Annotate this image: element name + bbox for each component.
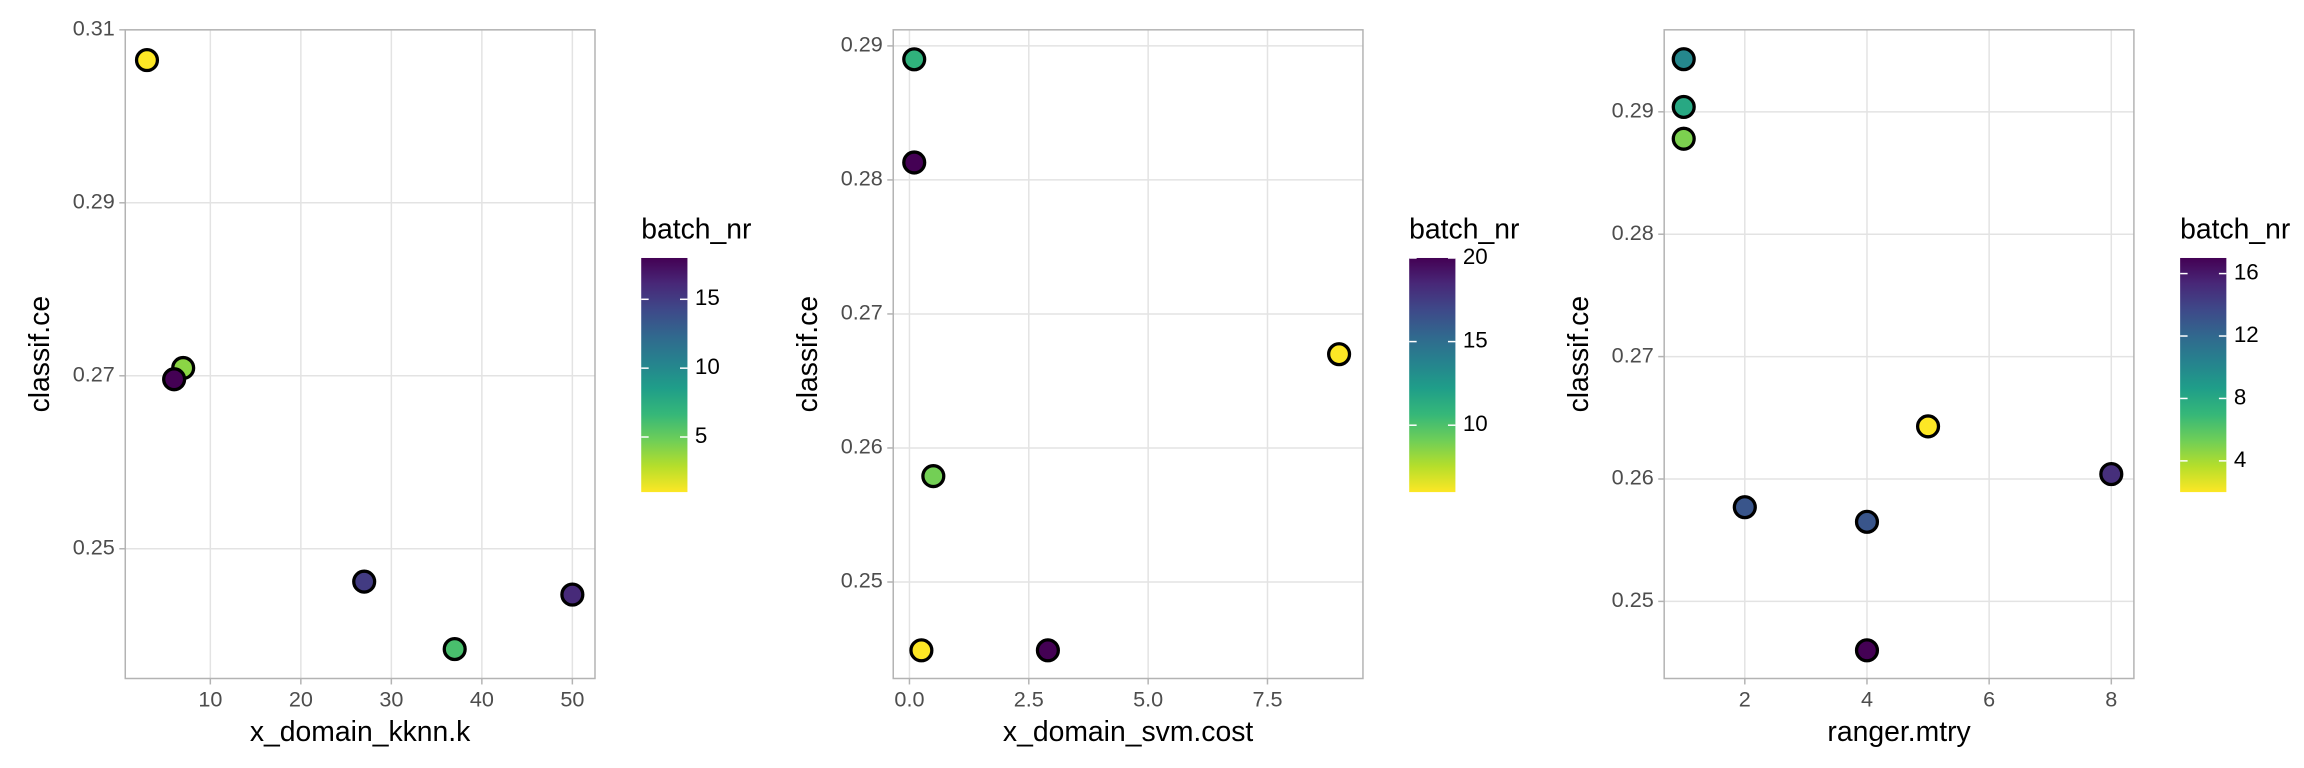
x-tick-label: 0.0 bbox=[894, 687, 924, 712]
colorbar bbox=[1409, 257, 1456, 493]
x-tick-label: 6 bbox=[1983, 687, 1995, 712]
colorbar-tick-label: 16 bbox=[2234, 259, 2259, 284]
colorbar-title: batch_nr bbox=[1409, 214, 1519, 246]
point bbox=[134, 48, 160, 73]
point bbox=[1671, 126, 1696, 151]
x-tick-label: 40 bbox=[470, 687, 494, 712]
y-tick-label: 0.26 bbox=[841, 434, 883, 459]
plot-border bbox=[892, 29, 1364, 680]
y-axis-title: classif.ce bbox=[1563, 296, 1595, 413]
x-tick-label: 4 bbox=[1861, 687, 1873, 712]
point bbox=[560, 582, 585, 607]
y-axis-title: classif.ce bbox=[24, 296, 56, 413]
point bbox=[1671, 94, 1696, 120]
colorbar-tick-label: 10 bbox=[695, 354, 720, 379]
point bbox=[1732, 495, 1757, 520]
colorbar-title: batch_nr bbox=[641, 214, 751, 246]
y-tick-label: 0.27 bbox=[1612, 342, 1654, 367]
point bbox=[902, 150, 927, 175]
x-tick-label: 50 bbox=[560, 687, 584, 712]
point bbox=[1854, 638, 1880, 663]
colorbar-tick-label: 15 bbox=[695, 285, 720, 310]
y-tick-label: 0.26 bbox=[1612, 465, 1654, 490]
point bbox=[921, 464, 946, 489]
point bbox=[1035, 638, 1060, 663]
y-tick-label: 0.25 bbox=[1612, 587, 1654, 612]
y-tick-label: 0.28 bbox=[841, 166, 883, 191]
point bbox=[902, 47, 927, 72]
colorbar-title: batch_nr bbox=[2180, 214, 2290, 246]
colorbar-tick-label: 20 bbox=[1463, 244, 1488, 269]
x-tick-label: 5.0 bbox=[1133, 687, 1163, 712]
colorbar-tick-label: 10 bbox=[1463, 411, 1488, 436]
point bbox=[352, 569, 377, 594]
y-tick-label: 0.28 bbox=[1612, 220, 1654, 245]
x-tick-label: 30 bbox=[379, 687, 403, 712]
point bbox=[1327, 342, 1352, 367]
panels: 10 20 30 40 50 0.25 0.27 0.29 0.31 x_domain_kknn.… bbox=[24, 16, 2290, 749]
colorbar-tick-label: 4 bbox=[2234, 447, 2246, 472]
colorbar-tick-label: 8 bbox=[2234, 384, 2246, 409]
panel: 0.0 2.5 5.0 7.5 0.25 0.26 0.27 0.28 0.29 x_domain… bbox=[792, 29, 1519, 748]
x-tick-label: 2.5 bbox=[1014, 687, 1044, 712]
x-axis-title: x_domain_kknn.k bbox=[250, 716, 471, 748]
y-tick-label: 0.27 bbox=[73, 362, 115, 387]
y-tick-label: 0.27 bbox=[841, 300, 883, 325]
x-tick-label: 8 bbox=[2105, 687, 2117, 712]
colorbar bbox=[2180, 257, 2227, 493]
colorbar-tick-label: 5 bbox=[695, 423, 707, 448]
y-tick-label: 0.25 bbox=[841, 568, 883, 593]
point bbox=[2099, 462, 2124, 487]
x-tick-label: 20 bbox=[289, 687, 313, 712]
y-tick-label: 0.31 bbox=[73, 16, 115, 41]
y-tick-label: 0.29 bbox=[73, 189, 115, 214]
point bbox=[162, 367, 187, 392]
point bbox=[1854, 509, 1880, 534]
plot-border bbox=[1663, 29, 2135, 680]
colorbar-tick-label: 15 bbox=[1463, 327, 1488, 352]
x-axis-title: x_domain_svm.cost bbox=[1003, 716, 1253, 748]
x-tick-label: 7.5 bbox=[1252, 687, 1282, 712]
colorbar bbox=[641, 257, 688, 493]
point bbox=[1671, 47, 1696, 72]
plot-background bbox=[893, 29, 1363, 679]
plot-border bbox=[124, 29, 596, 680]
colorbar-tick-label: 12 bbox=[2234, 322, 2259, 347]
y-axis-title: classif.ce bbox=[792, 296, 824, 413]
y-tick-label: 0.29 bbox=[841, 32, 883, 57]
y-tick-label: 0.29 bbox=[1612, 98, 1654, 123]
panel: 10 20 30 40 50 0.25 0.27 0.29 0.31 x_domain_kknn.… bbox=[24, 16, 751, 749]
x-tick-label: 2 bbox=[1739, 687, 1751, 712]
point bbox=[1915, 414, 1941, 439]
x-axis-title: ranger.mtry bbox=[1827, 716, 1971, 748]
point bbox=[909, 638, 934, 663]
plot-background bbox=[1664, 29, 2134, 679]
point bbox=[442, 637, 467, 662]
y-tick-label: 0.25 bbox=[73, 534, 115, 559]
panel: 2 4 6 8 0.25 0.26 0.27 0.28 0.29 ranger.mtry class… bbox=[1563, 29, 2290, 748]
x-tick-label: 10 bbox=[198, 687, 222, 712]
